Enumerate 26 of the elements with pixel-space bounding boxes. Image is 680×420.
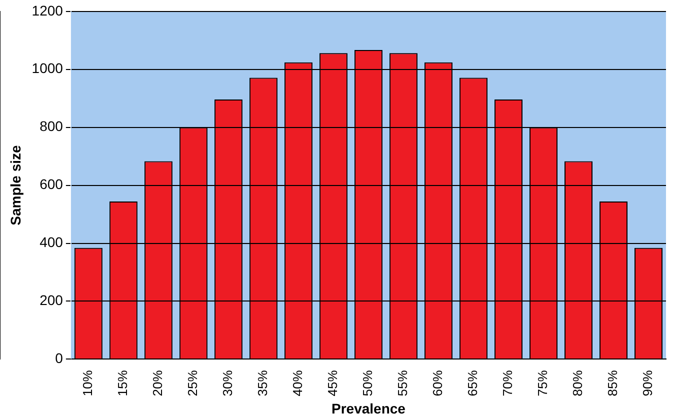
x-tick-label: 30% <box>220 370 236 396</box>
x-tick-label: 75% <box>535 370 550 396</box>
x-tick-label: 15% <box>115 370 130 396</box>
x-tick-label: 70% <box>500 370 516 396</box>
y-tick-label: 400 <box>40 234 64 250</box>
x-tick-label: 45% <box>325 370 340 396</box>
y-tick-label: 600 <box>40 176 64 192</box>
x-tick-label: 55% <box>395 370 410 396</box>
y-tick-label: 1200 <box>32 2 64 18</box>
y-tick-label: 200 <box>40 292 64 308</box>
y-axis-title: Sample size <box>7 145 24 226</box>
y-tick-label: 800 <box>40 118 64 134</box>
x-tick-label: 50% <box>360 370 376 396</box>
x-tick-label: 35% <box>255 370 270 396</box>
y-tick-label: 0 <box>55 350 64 366</box>
x-tick-label: 65% <box>465 370 480 396</box>
x-tick-label: 40% <box>290 370 306 396</box>
x-tick-label: 60% <box>430 370 446 396</box>
x-tick-label: 85% <box>605 370 620 396</box>
x-axis-title: Prevalence <box>331 400 406 416</box>
y-tick-label: 1000 <box>32 60 64 76</box>
x-tick-label: 10% <box>80 370 96 396</box>
x-tick-label: 25% <box>185 370 200 396</box>
x-tick-label: 20% <box>150 370 166 396</box>
x-tick-label: 80% <box>570 370 586 396</box>
x-tick-label: 90% <box>640 370 656 396</box>
